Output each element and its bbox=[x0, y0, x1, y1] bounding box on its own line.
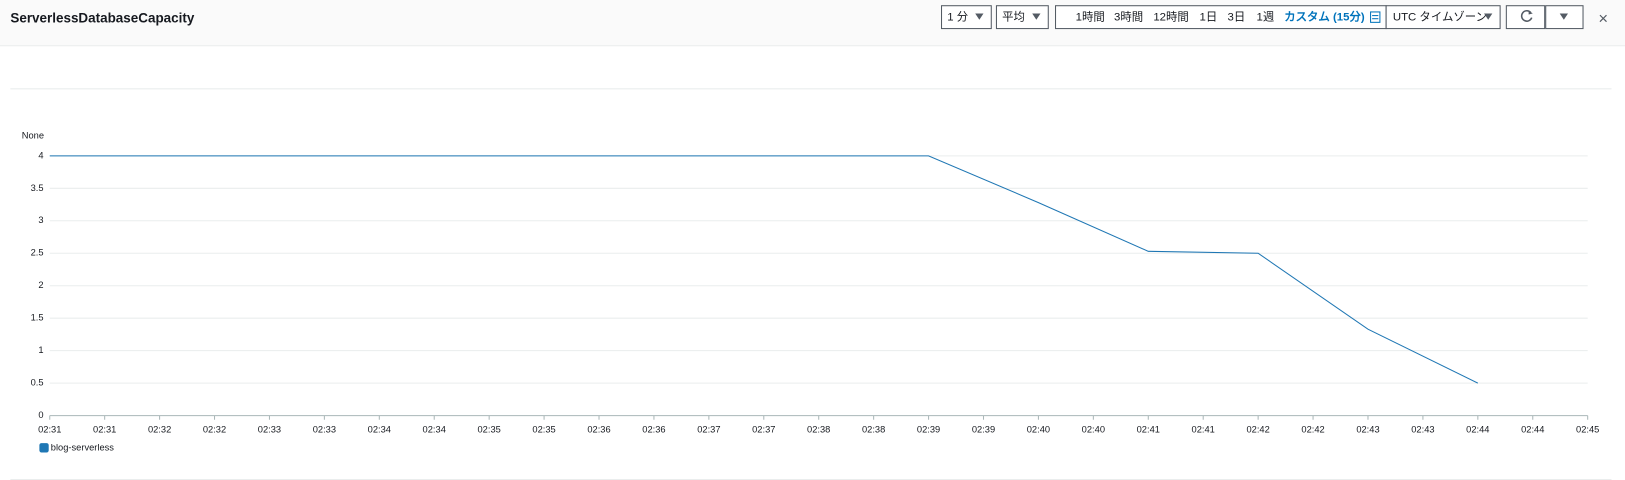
x-tick-label: 02:40 bbox=[1082, 425, 1105, 435]
refresh-button[interactable] bbox=[1505, 5, 1546, 30]
x-tick-label: 02:41 bbox=[1137, 425, 1160, 435]
y-tick-label: 4 bbox=[38, 150, 43, 160]
caret bbox=[1559, 13, 1569, 20]
x-tick-label: 02:44 bbox=[1521, 425, 1544, 435]
series-line bbox=[49, 155, 1479, 384]
y-tick-label: 1 bbox=[38, 345, 43, 355]
x-tick-label: 02:45 bbox=[1576, 425, 1599, 435]
x-tick-label: 02:39 bbox=[972, 425, 995, 435]
range-button[interactable]: 12時間 bbox=[1153, 11, 1188, 24]
caret bbox=[975, 13, 984, 20]
range-button[interactable]: 1週 bbox=[1257, 11, 1275, 24]
period-select[interactable] bbox=[941, 5, 992, 30]
caret bbox=[1484, 13, 1493, 20]
y-tick-label: 0.5 bbox=[31, 378, 44, 388]
y-axis-label: None bbox=[22, 131, 44, 141]
legend-label: blog-serverless bbox=[51, 442, 115, 452]
x-tick-label: 02:31 bbox=[38, 425, 61, 435]
range-button[interactable]: 1日 bbox=[1200, 12, 1218, 24]
x-tick-label: 02:38 bbox=[807, 425, 830, 435]
x-tick-label: 02:42 bbox=[1246, 425, 1269, 435]
x-tick-label: 02:33 bbox=[258, 425, 281, 435]
period-label: 1 分 bbox=[947, 11, 968, 24]
x-tick-label: 02:35 bbox=[532, 425, 555, 435]
x-tick-label: 02:35 bbox=[478, 425, 501, 435]
y-tick-label: 0 bbox=[38, 410, 43, 420]
x-tick-label: 02:36 bbox=[587, 425, 610, 435]
plot: 0 0.5 1 1.5 2 2.5 3 3.5 4 02:31 02:31 02:32 02:32 02:… bbox=[31, 150, 1599, 453]
range-button[interactable]: 3時間 bbox=[1114, 11, 1143, 24]
x-tick-label: 02:33 bbox=[313, 425, 336, 435]
widget-title: ServerlessDatabaseCapacity bbox=[10, 10, 194, 25]
x-tick-label: 02:40 bbox=[1027, 425, 1050, 435]
x-tick-label: 02:31 bbox=[93, 425, 116, 435]
x-tick-label: 02:41 bbox=[1192, 425, 1215, 435]
close-button[interactable]: × bbox=[1598, 9, 1608, 28]
calendar-icon bbox=[1370, 11, 1381, 23]
timezone-label: UTC タイムゾーン bbox=[1393, 11, 1487, 24]
x-tick-label: 02:42 bbox=[1301, 425, 1324, 435]
statistic-label: 平均 bbox=[1002, 11, 1025, 24]
caret bbox=[1032, 13, 1041, 20]
legend-swatch bbox=[39, 443, 49, 453]
refresh-icon bbox=[1520, 10, 1533, 22]
x-tick-label: 02:39 bbox=[917, 425, 940, 435]
y-tick-label: 1.5 bbox=[31, 313, 44, 323]
x-tick-label: 02:44 bbox=[1466, 425, 1489, 435]
statistic-select[interactable] bbox=[995, 5, 1049, 30]
y-tick-label: 3 bbox=[38, 215, 43, 225]
range-buttons: 1時間 3時間 12時間 1日 3日 1週 bbox=[1076, 11, 1275, 24]
x-tick-label: 02:38 bbox=[862, 425, 885, 435]
x-tick-label: 02:43 bbox=[1356, 425, 1379, 435]
x-tick-label: 02:32 bbox=[203, 425, 226, 435]
range-button[interactable]: 1時間 bbox=[1076, 11, 1105, 24]
x-tick-label: 02:37 bbox=[752, 425, 775, 435]
timezone-select[interactable] bbox=[1385, 5, 1501, 30]
custom-range[interactable]: カスタム (15分) bbox=[1284, 10, 1365, 24]
y-tick-label: 2.5 bbox=[31, 248, 44, 258]
x-tick-label: 02:43 bbox=[1411, 425, 1434, 435]
y-tick-label: 3.5 bbox=[31, 183, 44, 193]
x-tick-label: 02:34 bbox=[368, 425, 391, 435]
x-tick-label: 02:34 bbox=[423, 425, 446, 435]
x-tick-label: 02:37 bbox=[697, 425, 720, 435]
refresh-arrow bbox=[1528, 10, 1533, 15]
y-tick-label: 2 bbox=[38, 280, 43, 290]
x-tick-label: 02:32 bbox=[148, 425, 171, 435]
range-button[interactable]: 3日 bbox=[1228, 12, 1246, 24]
x-tick-label: 02:36 bbox=[642, 425, 665, 435]
